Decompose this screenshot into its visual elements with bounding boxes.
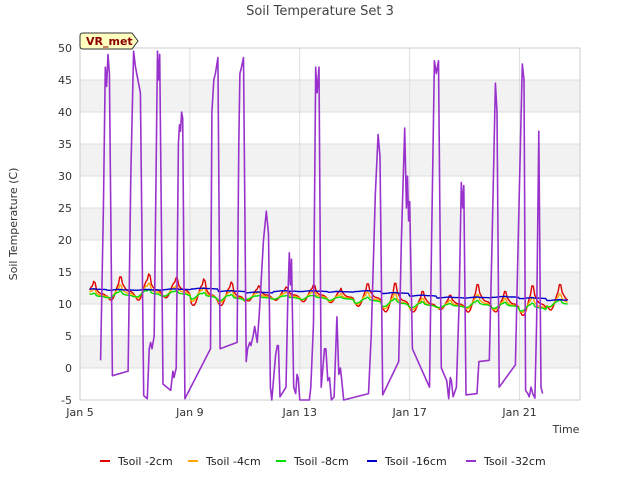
series-line-tsoil-8cm [89,288,568,312]
x-tick-label: Jan 17 [391,406,426,419]
plot-band [80,80,580,112]
series-line-tsoil-16cm [89,287,568,302]
y-tick-label: 0 [65,362,72,375]
x-tick-label: Jan 9 [175,406,203,419]
legend-label: Tsoil -16cm [384,455,447,468]
plot-band [80,144,580,176]
legend-label: Tsoil -32cm [483,455,546,468]
station-badge-label: VR_met [86,35,133,48]
x-tick-label: Jan 21 [501,406,536,419]
x-tick-label: Jan 5 [65,406,93,419]
series-lines [88,50,568,401]
plot-band [80,336,580,368]
y-tick-label: 15 [58,266,72,279]
y-tick-label: 50 [58,42,72,55]
x-axis-ticks: Jan 5 Jan 9 Jan 13 Jan 17 Jan 21 [65,406,537,419]
y-tick-label: 45 [58,74,72,87]
plot-band [80,272,580,304]
x-tick-label: Jan 13 [282,406,317,419]
legend: Tsoil -2cm Tsoil -4cm Tsoil -8cm Tsoil -16c… [100,455,546,468]
y-axis-ticks: -5 0 5 10 15 20 25 30 35 40 45 50 [58,42,72,407]
y-tick-label: 40 [58,106,72,119]
y-tick-label: -5 [61,394,72,407]
y-tick-label: 25 [58,202,72,215]
y-tick-label: 10 [58,298,72,311]
chart-title: Soil Temperature Set 3 [246,4,394,19]
y-tick-label: 5 [65,330,72,343]
plot-area [79,47,581,401]
station-badge: VR_met [79,32,139,50]
y-tick-label: 30 [58,170,72,183]
station-badge-box [79,32,139,50]
legend-label: Tsoil -4cm [205,455,261,468]
legend-label: Tsoil -2cm [117,455,173,468]
y-tick-label: 35 [58,138,72,151]
x-axis-label: Time [552,423,580,436]
y-axis-label: Soil Temperature (C) [7,168,20,281]
y-tick-label: 20 [58,234,72,247]
legend-label: Tsoil -8cm [293,455,349,468]
plot-band [80,208,580,240]
series-line-tsoil-32cm [99,50,544,401]
